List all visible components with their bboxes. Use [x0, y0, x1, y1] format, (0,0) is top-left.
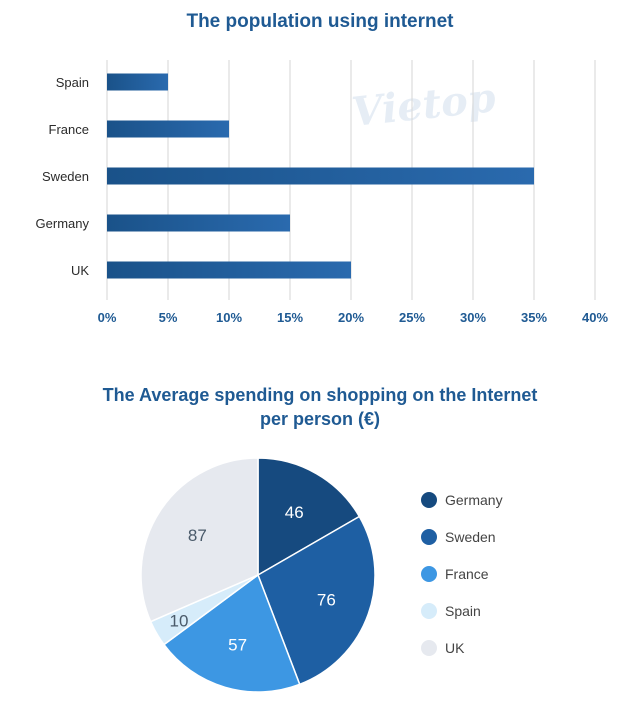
bar [107, 167, 534, 185]
x-tick-label: 5% [159, 310, 178, 325]
x-tick-label: 35% [521, 310, 547, 325]
pie-slice [257, 457, 361, 577]
bar-chart-x-axis: 0% 5% 10% 15% 20% 25% 30% 35% 40% [98, 310, 609, 325]
legend-swatch [421, 529, 437, 545]
pie-chart-title: The Average spending on shopping on the … [0, 383, 640, 431]
pie-value-label: 10 [170, 612, 189, 631]
pie-chart-title-line-2: per person (€) [259, 409, 381, 429]
legend-swatch [421, 640, 437, 656]
x-tick-label: 40% [582, 310, 608, 325]
legend-label: Germany [445, 492, 503, 508]
legend-label: Sweden [445, 529, 496, 545]
legend-swatch [421, 566, 437, 582]
bar [107, 261, 351, 279]
legend-swatch [421, 492, 437, 508]
pie-value-label: 57 [228, 636, 247, 655]
pie-chart-title-line-1: The Average spending on shopping on the … [102, 385, 538, 405]
bar [107, 73, 168, 91]
x-tick-label: 0% [98, 310, 117, 325]
legend-swatch [421, 603, 437, 619]
watermark-logo: Vietop [349, 74, 497, 136]
pie-value-label: 46 [285, 503, 304, 522]
legend-label: UK [445, 640, 465, 656]
pie-value-label: 76 [317, 590, 336, 609]
legend-label: France [445, 566, 489, 582]
y-category-label: Spain [56, 75, 89, 90]
bar-chart-y-axis: Spain France Sweden Germany UK [36, 75, 90, 278]
bar-chart-bars [107, 73, 534, 279]
y-category-label: UK [71, 263, 89, 278]
legend-label: Spain [445, 603, 481, 619]
bar [107, 120, 229, 138]
pie-slice [257, 515, 376, 686]
pie-chart-slices [140, 457, 376, 693]
bar-chart-title: The population using internet [186, 11, 454, 32]
pie-slice [140, 457, 259, 623]
x-tick-label: 30% [460, 310, 486, 325]
x-tick-label: 20% [338, 310, 364, 325]
pie-value-label: 87 [188, 526, 207, 545]
x-tick-label: 10% [216, 310, 242, 325]
y-category-label: Germany [36, 216, 90, 231]
pie-chart-legend: Germany Sweden France Spain UK [421, 492, 503, 656]
y-category-label: France [49, 122, 89, 137]
bar [107, 214, 290, 232]
y-category-label: Sweden [42, 169, 89, 184]
x-tick-label: 25% [399, 310, 425, 325]
pie-chart-value-labels: 46 76 57 10 87 [170, 503, 336, 654]
x-tick-label: 15% [277, 310, 303, 325]
pie-slice [162, 573, 301, 693]
